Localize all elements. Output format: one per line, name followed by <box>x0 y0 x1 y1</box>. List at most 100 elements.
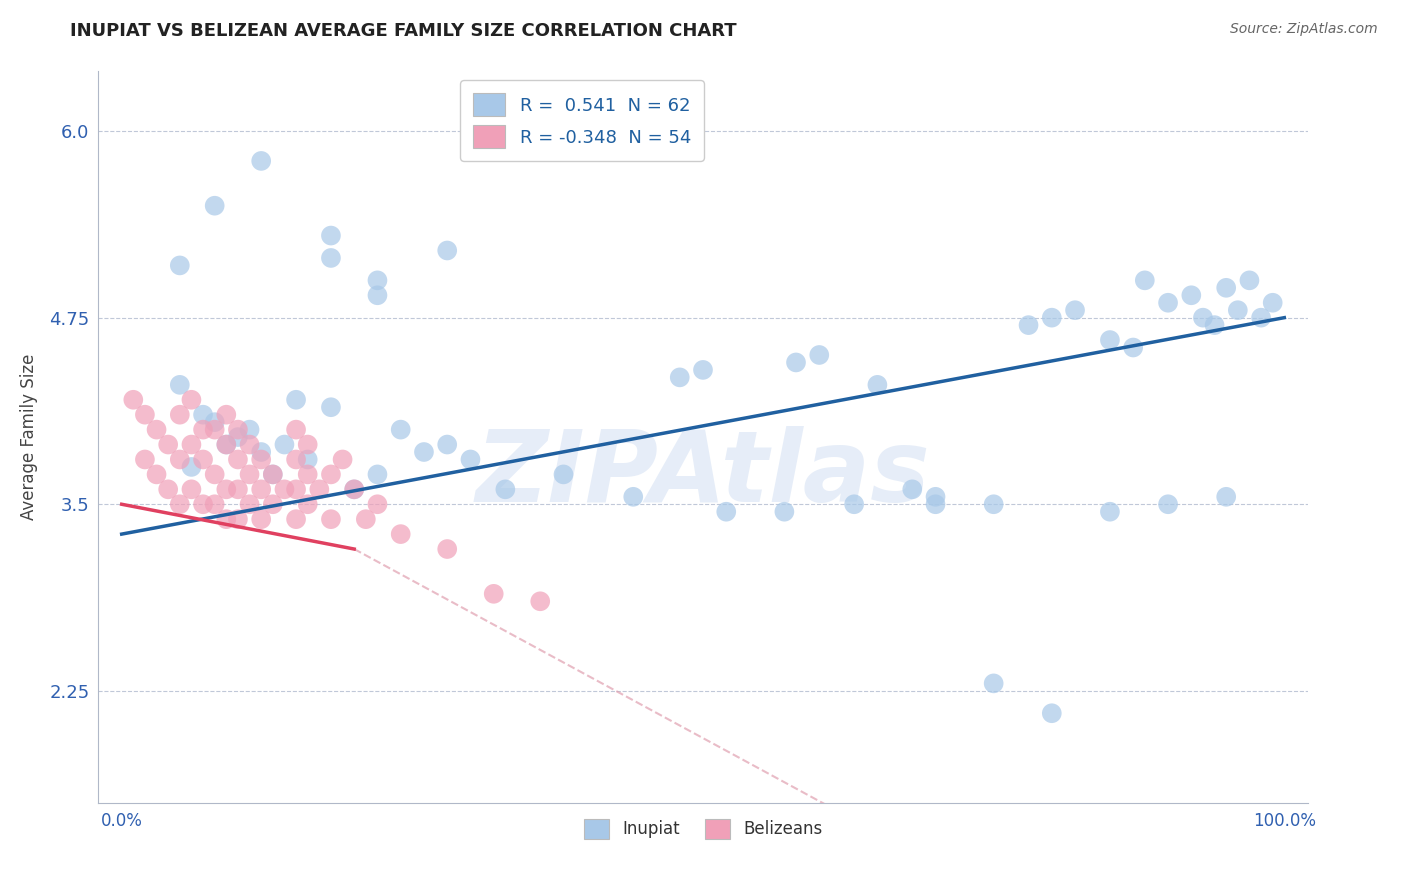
Point <box>983 497 1005 511</box>
Point <box>1098 505 1121 519</box>
Point <box>1157 295 1180 310</box>
Point <box>169 452 191 467</box>
Point <box>308 483 330 497</box>
Point <box>226 423 249 437</box>
Point <box>215 483 238 497</box>
Point <box>250 483 273 497</box>
Point <box>413 445 436 459</box>
Point <box>1204 318 1226 332</box>
Point <box>343 483 366 497</box>
Point <box>204 199 226 213</box>
Point <box>273 483 295 497</box>
Point <box>169 377 191 392</box>
Point <box>366 497 388 511</box>
Legend: Inupiat, Belizeans: Inupiat, Belizeans <box>576 812 830 846</box>
Point <box>145 423 167 437</box>
Point <box>250 452 273 467</box>
Point <box>297 497 319 511</box>
Point <box>262 497 284 511</box>
Point <box>226 512 249 526</box>
Point <box>436 244 458 258</box>
Text: INUPIAT VS BELIZEAN AVERAGE FAMILY SIZE CORRELATION CHART: INUPIAT VS BELIZEAN AVERAGE FAMILY SIZE … <box>70 22 737 40</box>
Point <box>1215 281 1237 295</box>
Point <box>319 228 342 243</box>
Point <box>436 542 458 557</box>
Point <box>983 676 1005 690</box>
Point <box>1018 318 1040 332</box>
Point <box>204 497 226 511</box>
Point <box>215 408 238 422</box>
Point <box>1215 490 1237 504</box>
Point <box>354 512 377 526</box>
Point <box>250 153 273 168</box>
Point <box>1064 303 1087 318</box>
Point <box>226 452 249 467</box>
Point <box>494 483 516 497</box>
Point <box>901 483 924 497</box>
Point <box>319 467 342 482</box>
Point <box>319 401 342 415</box>
Point <box>621 490 644 504</box>
Point <box>250 512 273 526</box>
Point <box>924 490 946 504</box>
Point <box>389 527 412 541</box>
Point <box>157 483 180 497</box>
Point <box>866 377 889 392</box>
Point <box>844 497 866 511</box>
Point <box>204 467 226 482</box>
Point <box>180 437 202 451</box>
Point <box>226 483 249 497</box>
Point <box>366 288 388 302</box>
Text: Source: ZipAtlas.com: Source: ZipAtlas.com <box>1230 22 1378 37</box>
Point <box>285 512 308 526</box>
Point <box>122 392 145 407</box>
Point <box>285 423 308 437</box>
Point <box>134 452 156 467</box>
Text: ZIPAtlas: ZIPAtlas <box>475 425 931 523</box>
Point <box>436 437 458 451</box>
Point <box>1122 341 1144 355</box>
Point <box>785 355 807 369</box>
Point <box>191 497 214 511</box>
Point <box>191 452 214 467</box>
Point <box>343 483 366 497</box>
Point <box>1226 303 1249 318</box>
Point <box>191 423 214 437</box>
Point <box>273 437 295 451</box>
Point <box>553 467 575 482</box>
Point <box>808 348 831 362</box>
Point <box>460 452 482 467</box>
Point <box>1040 310 1063 325</box>
Point <box>529 594 551 608</box>
Point <box>215 437 238 451</box>
Point <box>239 423 262 437</box>
Point <box>1040 706 1063 721</box>
Point <box>239 497 262 511</box>
Point <box>250 445 273 459</box>
Point <box>180 392 202 407</box>
Point <box>319 512 342 526</box>
Point <box>262 467 284 482</box>
Point <box>332 452 354 467</box>
Point <box>668 370 690 384</box>
Point <box>169 259 191 273</box>
Point <box>157 437 180 451</box>
Point <box>1261 295 1284 310</box>
Point <box>191 408 214 422</box>
Point <box>226 430 249 444</box>
Point <box>215 512 238 526</box>
Point <box>262 467 284 482</box>
Point <box>1157 497 1180 511</box>
Point <box>239 467 262 482</box>
Point <box>215 437 238 451</box>
Point <box>389 423 412 437</box>
Point <box>366 273 388 287</box>
Point <box>145 467 167 482</box>
Y-axis label: Average Family Size: Average Family Size <box>20 354 38 520</box>
Point <box>1180 288 1202 302</box>
Point <box>297 467 319 482</box>
Point <box>1192 310 1215 325</box>
Point <box>285 483 308 497</box>
Point <box>239 437 262 451</box>
Point <box>180 483 202 497</box>
